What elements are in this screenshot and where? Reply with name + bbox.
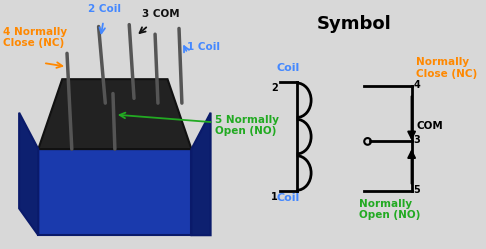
Text: 2: 2 — [271, 83, 278, 93]
Text: 3: 3 — [414, 135, 420, 145]
Text: 1: 1 — [271, 192, 278, 202]
Text: 4 Normally
Close (NC): 4 Normally Close (NC) — [3, 27, 67, 48]
Text: 1 Coil: 1 Coil — [187, 43, 220, 53]
Text: Coil: Coil — [277, 193, 300, 203]
Text: COM: COM — [417, 121, 443, 131]
Text: 3 COM: 3 COM — [142, 9, 179, 19]
Text: Symbol: Symbol — [317, 15, 392, 33]
Text: Normally
Open (NO): Normally Open (NO) — [359, 199, 420, 220]
Polygon shape — [38, 79, 191, 149]
Text: 4: 4 — [414, 80, 420, 90]
Polygon shape — [19, 113, 38, 235]
Text: Normally
Close (NC): Normally Close (NC) — [417, 57, 478, 79]
Text: Coil: Coil — [277, 62, 300, 72]
Polygon shape — [38, 149, 191, 235]
Polygon shape — [191, 113, 210, 235]
Text: 5 Normally
Open (NO): 5 Normally Open (NO) — [215, 115, 279, 136]
Text: 2 Coil: 2 Coil — [88, 4, 121, 14]
Text: 5: 5 — [414, 185, 420, 195]
